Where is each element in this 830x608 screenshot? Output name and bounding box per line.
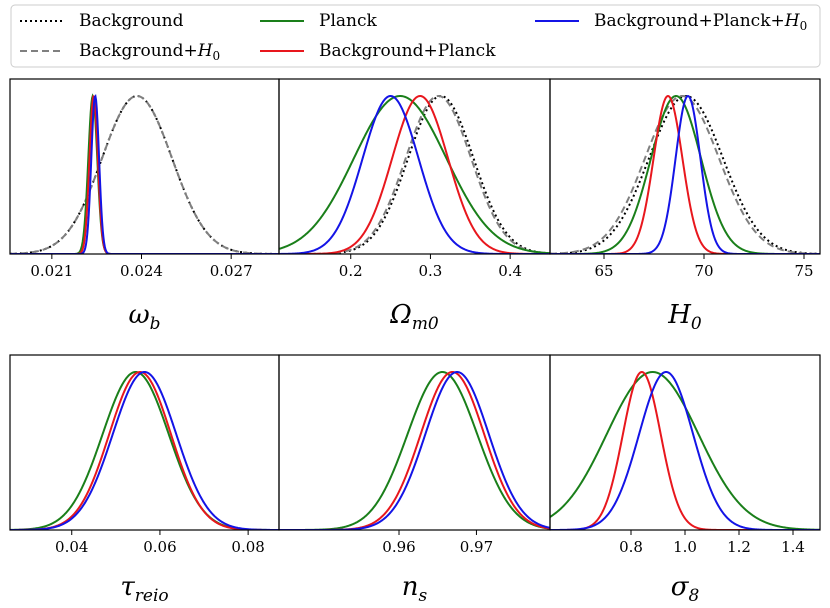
legend-frame	[10, 4, 821, 68]
panel-frame	[9, 354, 280, 531]
param-label-sigma-8: σ8	[671, 572, 700, 606]
legend-label-background-planck: Background+Planck	[319, 41, 496, 61]
panel-curves	[550, 370, 820, 530]
panel-sigma-8: 0.8 1.0 1.2 1.4 σ8	[549, 354, 821, 606]
curve-background-h0	[279, 94, 550, 254]
legend-label-background-planck-h0: Background+Planck+H0	[594, 11, 807, 33]
tick-label: 0.027	[210, 262, 253, 280]
curve-background-planck-h0	[550, 370, 820, 530]
tick-label: 0.08	[231, 538, 264, 556]
tick-label: 1.0	[673, 538, 697, 556]
tick-label: 0.2	[339, 262, 363, 280]
panel-grid: 0.021 0.024 0.027 ωb 0.2 0.3 0.4 Ωm0 65 70 75 H0 0.0…	[9, 78, 821, 606]
tick-label: 75	[794, 262, 813, 280]
tick-label: 0.06	[143, 538, 176, 556]
curve-background-planck-h0	[550, 95, 820, 254]
curve-background-h0	[10, 94, 279, 254]
param-label-n-s: ns	[402, 572, 428, 606]
curve-planck	[10, 93, 279, 254]
legend-label-planck: Planck	[319, 11, 377, 31]
tick-label: 0.3	[419, 262, 443, 280]
curve-background-planck-h0	[279, 94, 550, 254]
curve-planck	[550, 370, 820, 530]
panel-frame	[549, 354, 821, 531]
tick-label: 0.04	[55, 538, 88, 556]
tick-label: 1.2	[727, 538, 751, 556]
curve-background	[279, 94, 550, 254]
tick-label: 0.97	[460, 538, 493, 556]
curve-background-planck	[10, 95, 279, 254]
panel-omega-b: 0.021 0.024 0.027 ωb	[9, 78, 280, 334]
panel-curves	[550, 94, 820, 254]
panel-tau-reio: 0.04 0.06 0.08 τreio	[9, 354, 280, 606]
curve-background-h0	[550, 95, 820, 254]
curve-planck	[279, 94, 550, 254]
legend-label-background: Background	[79, 11, 184, 31]
curve-background-planck	[550, 94, 820, 254]
panel-frame	[278, 78, 551, 255]
curve-background-planck-h0	[10, 370, 279, 530]
panel-n-s: 0.96 0.97 ns	[278, 354, 551, 606]
tick-label: 0.4	[498, 262, 522, 280]
panel-frame	[549, 78, 821, 255]
tick-label: 0.021	[30, 262, 73, 280]
curve-background-planck	[10, 371, 279, 530]
tick-label: 0.024	[120, 262, 163, 280]
curve-planck	[10, 370, 279, 530]
curve-background-planck-h0	[10, 93, 279, 254]
curve-background	[10, 94, 279, 254]
tick-label: 65	[594, 262, 613, 280]
tick-label: 70	[694, 262, 713, 280]
param-label-tau-reio: τreio	[120, 572, 168, 606]
legend-label-background-h0: Background+H0	[79, 41, 220, 63]
panel-curves	[279, 370, 550, 530]
tick-label: 0.96	[382, 538, 415, 556]
param-label-omega-b: ωb	[128, 300, 160, 334]
tick-label: 1.4	[781, 538, 805, 556]
legend: Background Background+H0 Planck Background+…	[10, 4, 821, 68]
panel-curves	[279, 94, 550, 254]
panel-curves	[10, 93, 279, 254]
tick-label: 0.8	[619, 538, 643, 556]
panel-h0: 65 70 75 H0	[549, 78, 821, 334]
param-label-omega-m0: Ωm0	[389, 300, 439, 334]
panel-frame	[9, 78, 280, 255]
panel-omega-m0: 0.2 0.3 0.4 Ωm0	[278, 78, 551, 334]
param-label-h0: H0	[667, 300, 702, 334]
panel-curves	[10, 370, 279, 530]
curve-background-planck	[279, 94, 550, 254]
curve-background-planck	[550, 370, 820, 530]
